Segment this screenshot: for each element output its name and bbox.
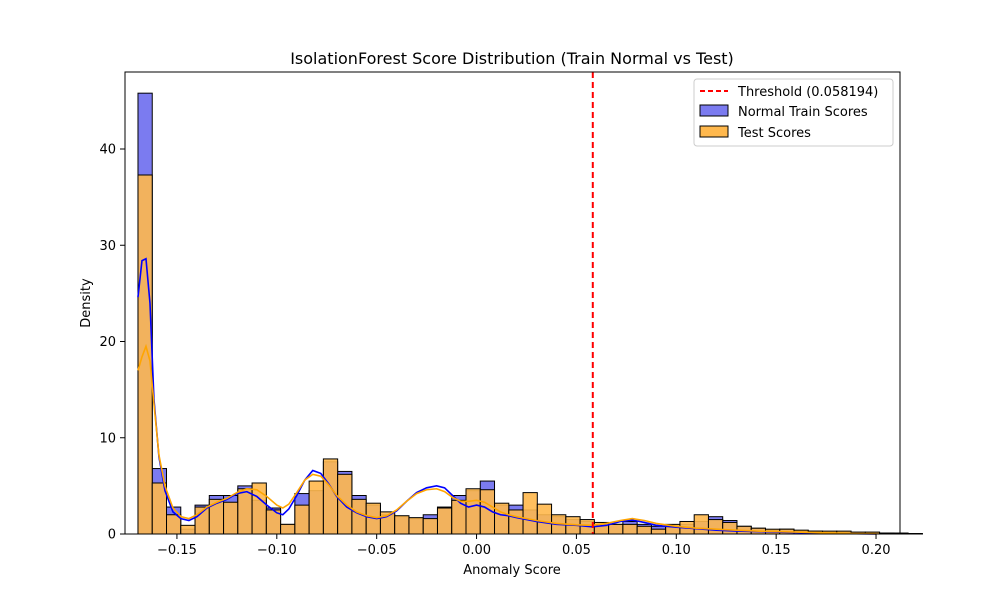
test-bar xyxy=(180,524,196,535)
x-tick-label: −0.15 xyxy=(157,543,197,558)
y-tick-label: 40 xyxy=(99,143,116,158)
x-tick-label: −0.05 xyxy=(357,543,397,558)
train-kde-line xyxy=(137,257,877,535)
test-bar xyxy=(137,174,153,535)
legend-frame xyxy=(693,78,894,147)
y-axis-title: Density xyxy=(79,278,94,328)
x-tick-label: 0.00 xyxy=(462,543,491,558)
y-tick-label: 20 xyxy=(99,335,116,350)
test-bar xyxy=(650,528,667,535)
test-bar xyxy=(308,480,324,535)
y-tick-label: 10 xyxy=(99,431,116,446)
test-bar xyxy=(522,492,538,535)
kde-curves xyxy=(137,257,877,535)
legend: Threshold (0.058194) Normal Train Scores… xyxy=(693,78,894,147)
legend-test-label: Test Scores xyxy=(737,126,811,141)
test-bar xyxy=(408,517,424,535)
test-bar xyxy=(494,502,510,535)
test-bar xyxy=(707,519,724,535)
x-tick-label: 0.05 xyxy=(562,543,591,558)
x-tick-label: 0.15 xyxy=(762,543,791,558)
test-bar xyxy=(280,523,296,535)
test-bar xyxy=(722,521,738,535)
test-bar xyxy=(693,514,709,535)
test-bar xyxy=(422,518,438,535)
legend-test-swatch xyxy=(699,125,729,138)
legend-train-label: Normal Train Scores xyxy=(738,105,868,120)
x-tick-label: −0.10 xyxy=(257,543,297,558)
train-bars xyxy=(137,92,923,535)
test-bar xyxy=(622,523,638,535)
plot-frame xyxy=(124,71,901,535)
test-kde-line xyxy=(137,343,877,535)
x-axis: −0.15 −0.10 −0.05 0.00 0.05 0.10 0.15 0.20 xyxy=(157,534,891,558)
test-bars xyxy=(137,174,923,535)
legend-threshold-label: Threshold (0.058194) xyxy=(737,85,878,100)
test-bar xyxy=(536,503,553,535)
test-bar xyxy=(636,525,652,535)
x-tick-label: 0.10 xyxy=(662,543,691,558)
test-bar xyxy=(223,501,239,535)
test-bar xyxy=(465,488,481,535)
test-bar xyxy=(436,507,453,535)
y-axis: 0 10 20 30 40 xyxy=(99,143,125,543)
test-bar xyxy=(322,458,339,535)
x-tick-label: 0.20 xyxy=(862,543,891,558)
test-bar xyxy=(394,515,410,535)
test-bar xyxy=(294,504,310,535)
test-bar xyxy=(608,523,624,535)
legend-train-swatch xyxy=(699,104,729,117)
test-bar xyxy=(237,488,253,535)
y-tick-label: 0 xyxy=(108,528,116,543)
x-axis-title: Anomaly Score xyxy=(463,563,561,578)
test-bar xyxy=(508,509,524,535)
chart-title: IsolationForest Score Distribution (Trai… xyxy=(290,49,734,68)
y-tick-label: 30 xyxy=(99,239,116,254)
test-bar xyxy=(351,498,367,535)
